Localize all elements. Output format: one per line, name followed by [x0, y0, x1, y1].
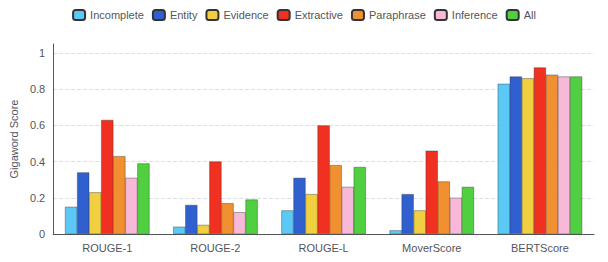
svg-text:MoverScore: MoverScore	[402, 242, 461, 254]
svg-text:Evidence: Evidence	[223, 9, 268, 21]
svg-text:Extractive: Extractive	[295, 9, 343, 21]
svg-text:ROUGE-2: ROUGE-2	[190, 242, 240, 254]
svg-text:0.6: 0.6	[30, 119, 45, 131]
svg-text:Paraphrase: Paraphrase	[369, 9, 426, 21]
svg-text:ROUGE-L: ROUGE-L	[299, 242, 349, 254]
svg-text:ROUGE-1: ROUGE-1	[82, 242, 132, 254]
svg-text:0.8: 0.8	[30, 83, 45, 95]
svg-text:Inference: Inference	[452, 9, 498, 21]
svg-text:Incomplete: Incomplete	[90, 9, 144, 21]
svg-text:0.4: 0.4	[30, 156, 45, 168]
svg-text:Entity: Entity	[170, 9, 198, 21]
svg-text:0: 0	[39, 228, 45, 240]
svg-text:All: All	[524, 9, 536, 21]
svg-text:BERTScore: BERTScore	[511, 242, 569, 254]
svg-text:Gigaword Score: Gigaword Score	[8, 100, 20, 179]
svg-text:1: 1	[39, 47, 45, 59]
svg-text:0.2: 0.2	[30, 192, 45, 204]
